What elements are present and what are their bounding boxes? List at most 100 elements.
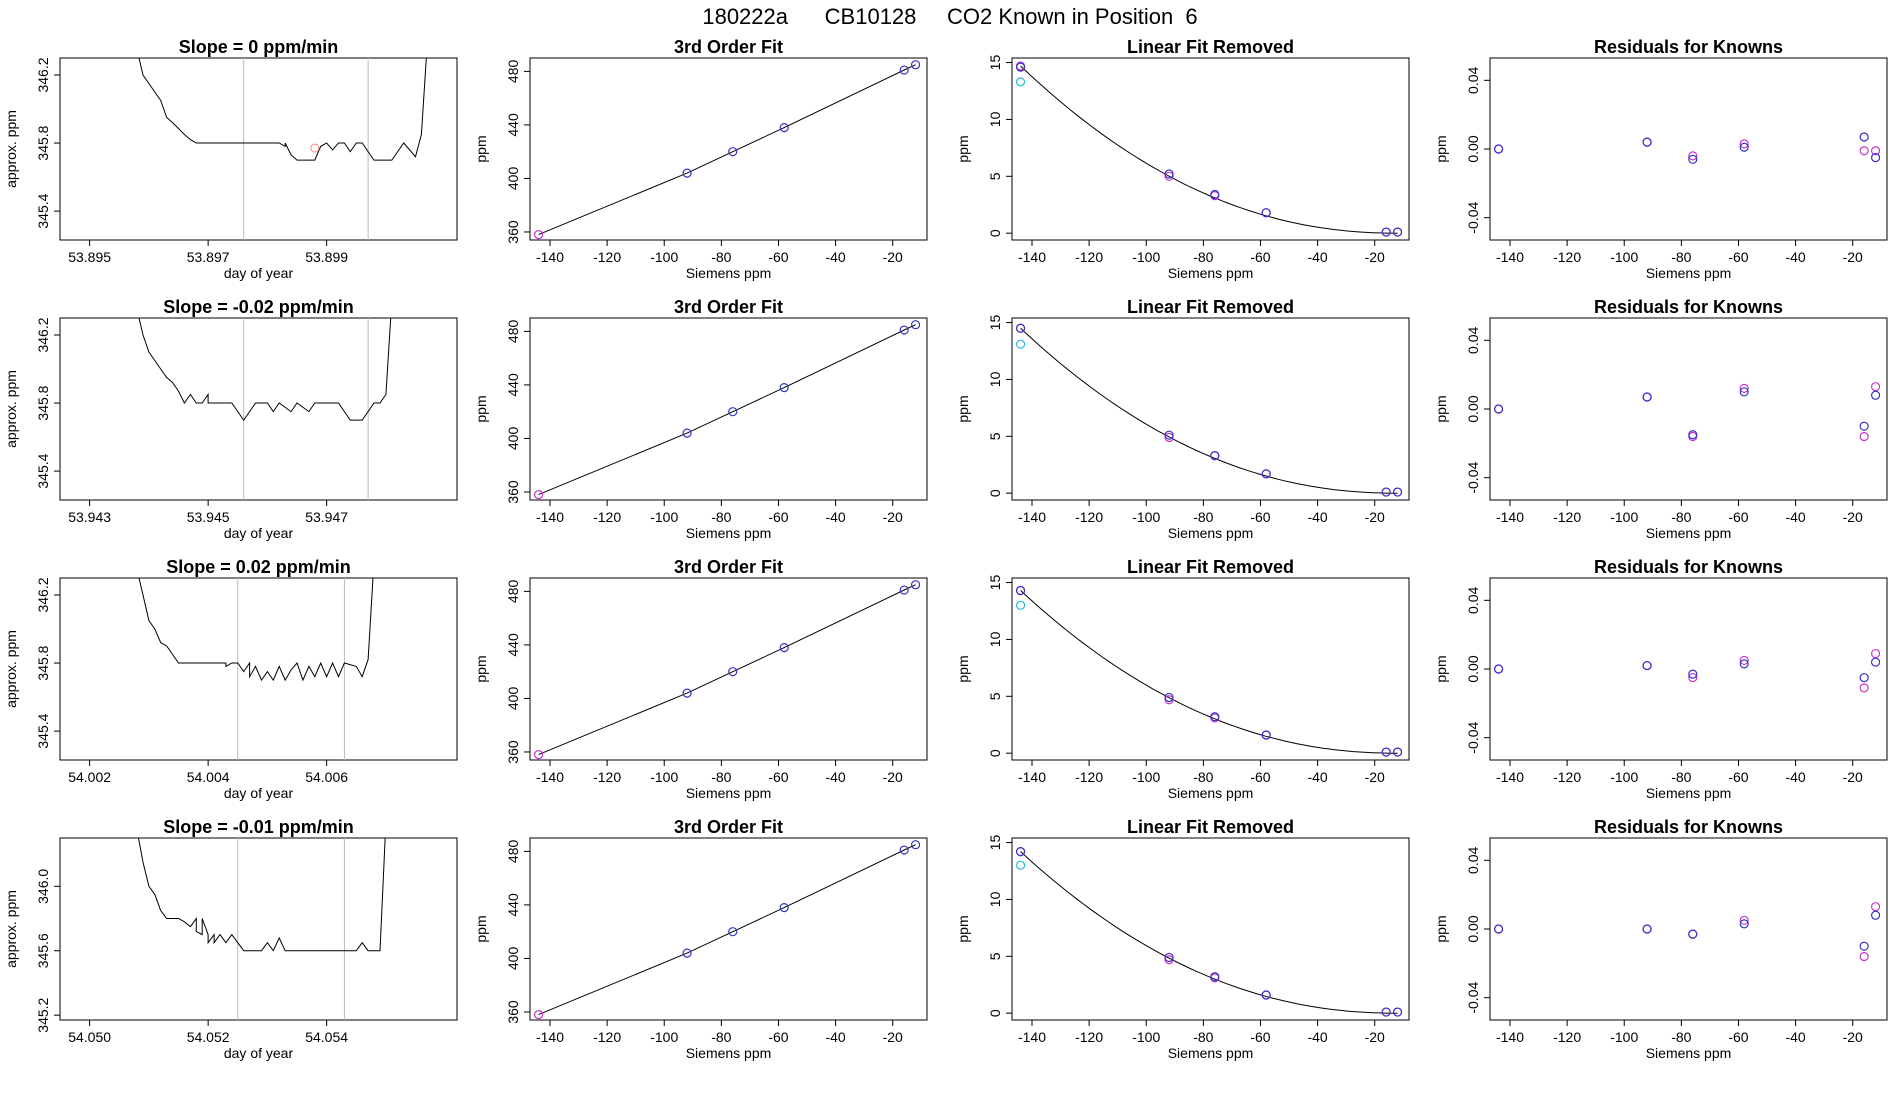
removed-1-point-blue <box>1015 62 1026 72</box>
resid-2-xtick-label: -140 <box>1496 509 1524 525</box>
removed-2-ylabel: ppm <box>955 395 971 422</box>
page-title: 180222a CB10128 CO2 Known in Position 6 <box>702 4 1198 29</box>
timeseries-2-xlabel: day of year <box>224 525 294 541</box>
resid-3-point-blue <box>1739 659 1749 669</box>
fit-1-xtick-label: -100 <box>650 249 678 265</box>
timeseries-2-xtick-label: 53.943 <box>68 509 111 525</box>
resid-2-point-purple <box>1859 431 1869 442</box>
removed-4-xtick-label: -60 <box>1250 1029 1270 1045</box>
fit-3-xtick-label: -100 <box>650 769 678 785</box>
resid-3-ytick-label: 0.04 <box>1465 586 1481 613</box>
fit-3-xtick-label: -40 <box>825 769 845 785</box>
resid-3-point-purple <box>1688 672 1698 683</box>
fit-4-ytick-label: 360 <box>505 1000 521 1024</box>
fit-2-line <box>538 324 916 496</box>
removed-3-curve <box>1020 590 1398 754</box>
resid-2-ytick-label: 0.00 <box>1465 395 1481 422</box>
removed-1-frame <box>1011 57 1410 241</box>
fit-2-frame <box>529 317 928 501</box>
resid-3-point-purple <box>1870 648 1881 659</box>
timeseries-2-ytick-label: 345.8 <box>35 385 51 420</box>
fit-2-point <box>899 325 909 335</box>
resid-1-point-blue <box>1739 142 1749 152</box>
fit-1-point <box>728 147 738 157</box>
resid-4-xtick-label: -20 <box>1843 1029 1863 1045</box>
fit-4-ytick-label: 400 <box>505 947 521 971</box>
removed-4-ytick-label: 10 <box>987 891 1003 907</box>
resid-3-point-blue <box>1870 657 1881 667</box>
resid-4-point-blue <box>1493 924 1504 934</box>
fit-2-xtick-label: -140 <box>536 509 564 525</box>
fit-3-line <box>538 584 916 756</box>
resid-3-xlabel: Siemens ppm <box>1646 785 1732 801</box>
resid-4-point-purple <box>1859 951 1869 962</box>
timeseries-4-title: Slope = -0.01 ppm/min <box>163 817 354 837</box>
resid-2-point-blue <box>1870 390 1881 400</box>
resid-1-point-purple <box>1739 139 1749 149</box>
resid-1-xtick-label: -60 <box>1728 249 1748 265</box>
resid-4-xtick-label: -60 <box>1728 1029 1748 1045</box>
fit-4-point <box>910 840 921 850</box>
resid-3-ylabel: ppm <box>1433 655 1449 682</box>
timeseries-3-frame <box>59 577 458 761</box>
fit-3-ytick-label: 400 <box>505 687 521 711</box>
fit-1-ytick-label: 400 <box>505 167 521 191</box>
timeseries-3-ytick-label: 346.2 <box>35 577 51 612</box>
resid-1-point-blue <box>1870 152 1881 163</box>
timeseries-2-xtick-label: 53.945 <box>187 509 230 525</box>
fit-3-ytick-label: 480 <box>505 579 521 603</box>
fit-2-title: 3rd Order Fit <box>674 297 783 317</box>
removed-3-xtick-label: -80 <box>1193 769 1213 785</box>
resid-4-point-blue <box>1642 924 1652 934</box>
fit-3-xtick-label: -60 <box>768 769 788 785</box>
removed-1-point-blue <box>1392 227 1403 237</box>
fit-1-ylabel: ppm <box>473 135 489 162</box>
resid-1-xtick-label: -120 <box>1553 249 1581 265</box>
removed-3-ytick-label: 10 <box>987 631 1003 647</box>
fit-2-ylabel: ppm <box>473 395 489 422</box>
removed-4-point-blue <box>1210 972 1220 982</box>
fit-4-point <box>899 845 909 855</box>
resid-2-title: Residuals for Knowns <box>1594 297 1783 317</box>
fit-4-point <box>533 1010 544 1020</box>
resid-3-xtick-label: -100 <box>1610 769 1638 785</box>
resid-2-xlabel: Siemens ppm <box>1646 525 1732 541</box>
fit-2-point <box>910 320 921 330</box>
resid-1-ytick-label: 0.00 <box>1465 135 1481 162</box>
resid-4-xtick-label: -80 <box>1671 1029 1691 1045</box>
timeseries-3-ytick-label: 345.8 <box>35 645 51 680</box>
removed-1-point-blue <box>1164 169 1174 179</box>
resid-2-point-blue <box>1642 392 1652 402</box>
resid-1-point-blue <box>1642 137 1652 147</box>
fit-2-ytick-label: 440 <box>505 373 521 397</box>
fit-4-line <box>538 844 916 1016</box>
resid-3-point-blue <box>1688 669 1698 679</box>
fit-3-point <box>533 750 544 760</box>
resid-1-xtick-label: -40 <box>1785 249 1805 265</box>
removed-1-xtick-label: -120 <box>1075 249 1103 265</box>
timeseries-1-trace <box>138 58 427 161</box>
removed-3-point-blue <box>1164 692 1174 703</box>
removed-2-point-blue <box>1381 487 1391 497</box>
resid-4-point-blue <box>1688 929 1698 939</box>
removed-1-ytick-label: 10 <box>987 111 1003 127</box>
removed-1-point-blue <box>1261 208 1271 218</box>
timeseries-3-xtick-label: 54.004 <box>187 769 230 785</box>
fit-1-point <box>910 60 921 70</box>
removed-1-point-blue <box>1210 189 1220 200</box>
resid-3-point-purple <box>1859 683 1869 693</box>
fit-1-xtick-label: -40 <box>825 249 845 265</box>
timeseries-1-xtick-label: 53.897 <box>187 249 230 265</box>
timeseries-3-title: Slope = 0.02 ppm/min <box>166 557 351 577</box>
timeseries-4-trace <box>137 838 386 952</box>
fit-1-xtick-label: -80 <box>711 249 731 265</box>
resid-2-point-blue <box>1688 430 1698 440</box>
fit-2-xtick-label: -20 <box>883 509 903 525</box>
resid-4-point-purple <box>1870 902 1881 912</box>
removed-3-xlabel: Siemens ppm <box>1168 785 1254 801</box>
resid-1-point-blue <box>1688 154 1698 164</box>
resid-3-point-blue <box>1859 672 1869 683</box>
timeseries-4-ylabel: approx. ppm <box>3 890 19 968</box>
fit-3-ylabel: ppm <box>473 655 489 682</box>
removed-2-title: Linear Fit Removed <box>1127 297 1294 317</box>
